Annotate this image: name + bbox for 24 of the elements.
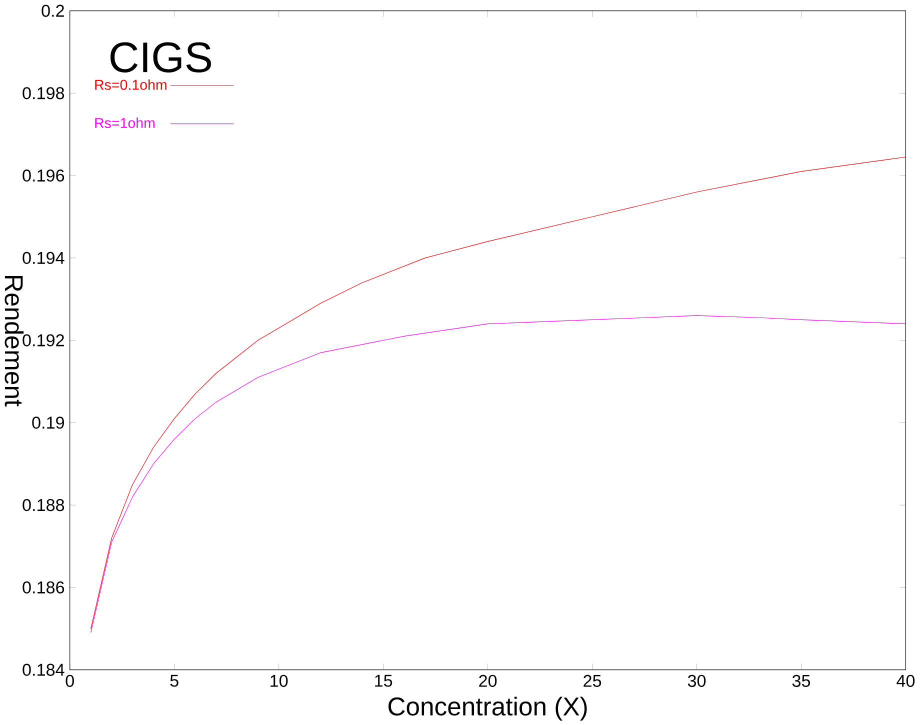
y-tick-label: 0.2	[42, 4, 64, 17]
legend-label: Rs=1ohm	[95, 117, 154, 128]
x-tick-label: 15	[375, 674, 392, 687]
annotation: CIGS	[110, 42, 211, 72]
y-tick-label: 0.196	[22, 169, 64, 182]
y-tick-label: 0.186	[22, 581, 64, 594]
y-tick-label: 0.188	[22, 498, 64, 511]
x-tick-label: 5	[170, 674, 178, 687]
x-tick-label: 0	[66, 674, 74, 687]
y-tick-label: 0.184	[22, 664, 64, 676]
x-tick-label: 10	[270, 674, 288, 687]
x-axis-title: Concentration (X)	[388, 696, 587, 720]
y-tick-label: 0.194	[22, 252, 64, 264]
legend-label: Rs=0.1ohm	[95, 79, 166, 90]
x-tick-label: 35	[792, 674, 810, 687]
y-tick-label: 0.192	[22, 334, 64, 346]
x-tick-label: 40	[896, 674, 915, 687]
y-tick-label: 0.198	[22, 86, 64, 100]
x-tick-label: 25	[584, 674, 602, 687]
x-tick-label: 30	[688, 674, 706, 687]
x-tick-label: 20	[479, 674, 497, 687]
y-tick-label: 0.19	[32, 416, 64, 429]
y-axis-title: Rendement	[4, 276, 24, 406]
line-series	[90, 156, 906, 630]
